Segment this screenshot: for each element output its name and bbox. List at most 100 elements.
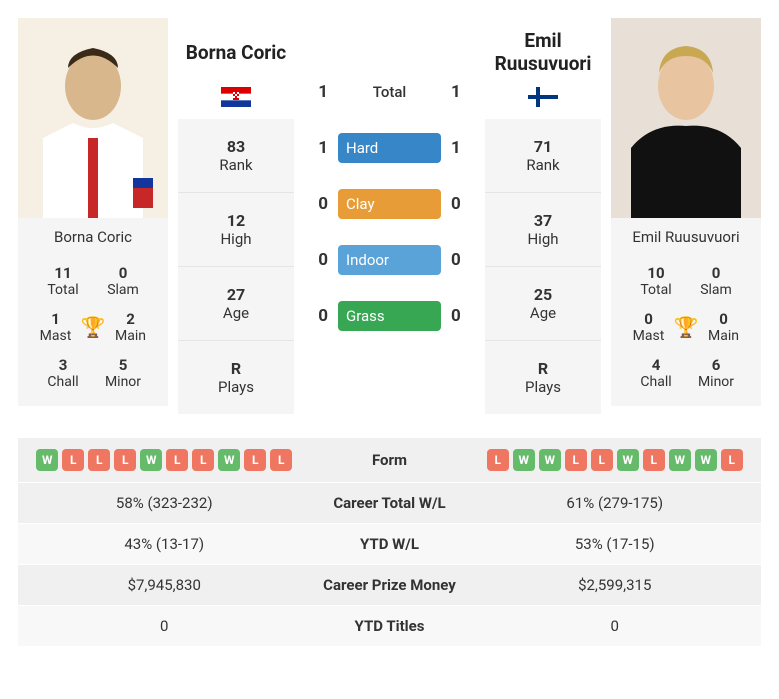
- p1-stat-high: 12High: [178, 193, 294, 267]
- p2-form-list: LWWLLWLWWL: [475, 449, 756, 471]
- compare-p2-value: 0: [475, 617, 756, 635]
- h2h-p1-value: 0: [304, 306, 328, 326]
- compare-p1-value: 0: [24, 617, 305, 635]
- p1-stat-plays: RPlays: [178, 341, 294, 414]
- p1-stat-age: 27Age: [178, 267, 294, 341]
- p2-main-lbl: Main: [701, 328, 746, 344]
- player1-titles-card: Borna Coric 11Total 0Slam 1Mast 🏆 2Main …: [18, 218, 168, 406]
- h2h-label: Total: [338, 83, 441, 101]
- form-result-w: W: [513, 449, 535, 471]
- player2-titles-card: Emil Ruusuvuori 10Total 0Slam 0Mast 🏆 0M…: [611, 218, 761, 406]
- p1-mast-val: 1: [33, 310, 78, 328]
- player1-titles-row2: 1Mast 🏆 2Main: [23, 304, 163, 350]
- player2-name-header: Emil Ruusuvuori: [485, 18, 601, 78]
- croatia-flag-icon: [221, 87, 251, 107]
- player2-column: Emil Ruusuvuori 10Total 0Slam 0Mast 🏆 0M…: [611, 18, 761, 406]
- player1-photo[interactable]: [18, 18, 168, 218]
- compare-p2-value: $2,599,315: [475, 576, 756, 594]
- p1-minor-val: 5: [93, 356, 153, 374]
- form-result-l: L: [643, 449, 665, 471]
- player2-titles-row3: 4Chall 6Minor: [616, 350, 756, 396]
- form-result-l: L: [565, 449, 587, 471]
- p2-stat-high: 37High: [485, 193, 601, 267]
- compare-label: Career Prize Money: [305, 576, 475, 594]
- p1-mast-lbl: Mast: [33, 328, 78, 344]
- player2-titles-row2: 0Mast 🏆 0Main: [616, 304, 756, 350]
- player1-titles-row1: 11Total 0Slam: [23, 258, 163, 304]
- h2h-p2-value: 1: [451, 82, 475, 102]
- form-result-l: L: [244, 449, 266, 471]
- h2h-label: Indoor: [338, 245, 441, 275]
- p1-chall-val: 3: [33, 356, 93, 374]
- player2-photo[interactable]: [611, 18, 761, 218]
- comparison-table: WLLLWLLWLL Form LWWLLWLWWL 58% (323-232)…: [18, 438, 761, 647]
- form-result-l: L: [487, 449, 509, 471]
- compare-row: 58% (323-232)Career Total W/L61% (279-17…: [18, 483, 761, 524]
- p2-chall-lbl: Chall: [626, 374, 686, 390]
- p1-total-lbl: Total: [33, 282, 93, 298]
- form-result-l: L: [192, 449, 214, 471]
- p2-stat-rank: 71Rank: [485, 119, 601, 193]
- p2-slam-lbl: Slam: [686, 282, 746, 298]
- h2h-row-indoor: 0 Indoor 0: [304, 244, 475, 276]
- h2h-row-hard: 1Hard1: [304, 132, 475, 164]
- form-result-l: L: [88, 449, 110, 471]
- top-comparison-row: Borna Coric 11Total 0Slam 1Mast 🏆 2Main …: [18, 18, 761, 414]
- p2-stat-plays: RPlays: [485, 341, 601, 414]
- h2h-p2-value: 0: [451, 194, 475, 214]
- compare-row: 0YTD Titles0: [18, 606, 761, 647]
- p2-minor-lbl: Minor: [686, 374, 746, 390]
- form-result-w: W: [218, 449, 240, 471]
- compare-p1-value: 58% (323-232): [24, 494, 305, 512]
- form-result-l: L: [591, 449, 613, 471]
- p1-stat-rank: 83Rank: [178, 119, 294, 193]
- h2h-label: Clay: [338, 189, 441, 219]
- p2-total-val: 10: [626, 264, 686, 282]
- form-result-w: W: [539, 449, 561, 471]
- p1-total-val: 11: [33, 264, 93, 282]
- finland-flag-icon: [528, 87, 558, 107]
- p2-minor-val: 6: [686, 356, 746, 374]
- p1-main-val: 2: [108, 310, 153, 328]
- p2-total-lbl: Total: [626, 282, 686, 298]
- compare-row: $7,945,830Career Prize Money$2,599,315: [18, 565, 761, 606]
- p1-slam-val: 0: [93, 264, 153, 282]
- player1-name-header: Borna Coric: [178, 18, 294, 78]
- form-result-w: W: [617, 449, 639, 471]
- p2-stat-age: 25Age: [485, 267, 601, 341]
- h2h-p2-value: 0: [451, 306, 475, 326]
- p1-minor-lbl: Minor: [93, 374, 153, 390]
- h2h-p1-value: 0: [304, 250, 328, 270]
- compare-label: YTD Titles: [305, 617, 475, 635]
- h2h-row-clay: 0Clay0: [304, 188, 475, 220]
- player1-column: Borna Coric 11Total 0Slam 1Mast 🏆 2Main …: [18, 18, 168, 406]
- form-result-l: L: [114, 449, 136, 471]
- player1-titles-row3: 3Chall 5Minor: [23, 350, 163, 396]
- compare-p1-value: $7,945,830: [24, 576, 305, 594]
- form-result-l: L: [270, 449, 292, 471]
- p1-main-lbl: Main: [108, 328, 153, 344]
- head-to-head-column: 1Total11Hard10Clay00Indoor00Grass0: [304, 18, 475, 356]
- compare-row: 43% (13-17)YTD W/L53% (17-15): [18, 524, 761, 565]
- form-result-l: L: [62, 449, 84, 471]
- form-result-w: W: [140, 449, 162, 471]
- trophy-icon: 🏆: [81, 315, 106, 339]
- p2-main-val: 0: [701, 310, 746, 328]
- player2-stats-column: Emil Ruusuvuori 71Rank 37High 25Age RPla…: [485, 18, 601, 414]
- h2h-label: Hard: [338, 133, 441, 163]
- h2h-p2-value: 0: [451, 250, 475, 270]
- compare-p1-value: 43% (13-17): [24, 535, 305, 553]
- p1-form-list: WLLLWLLWLL: [24, 449, 305, 471]
- p1-chall-lbl: Chall: [33, 374, 93, 390]
- p1-slam-lbl: Slam: [93, 282, 153, 298]
- compare-p2-value: 53% (17-15): [475, 535, 756, 553]
- h2h-row-total: 1Total1: [304, 76, 475, 108]
- p2-mast-lbl: Mast: [626, 328, 671, 344]
- player1-stats-column: Borna Coric 83Rank 12High 27Age RPlays: [178, 18, 294, 414]
- p2-chall-val: 4: [626, 356, 686, 374]
- trophy-icon: 🏆: [674, 315, 699, 339]
- h2h-p2-value: 1: [451, 138, 475, 158]
- form-result-w: W: [695, 449, 717, 471]
- h2h-row-grass: 0Grass0: [304, 300, 475, 332]
- player2-titles-row1: 10Total 0Slam: [616, 258, 756, 304]
